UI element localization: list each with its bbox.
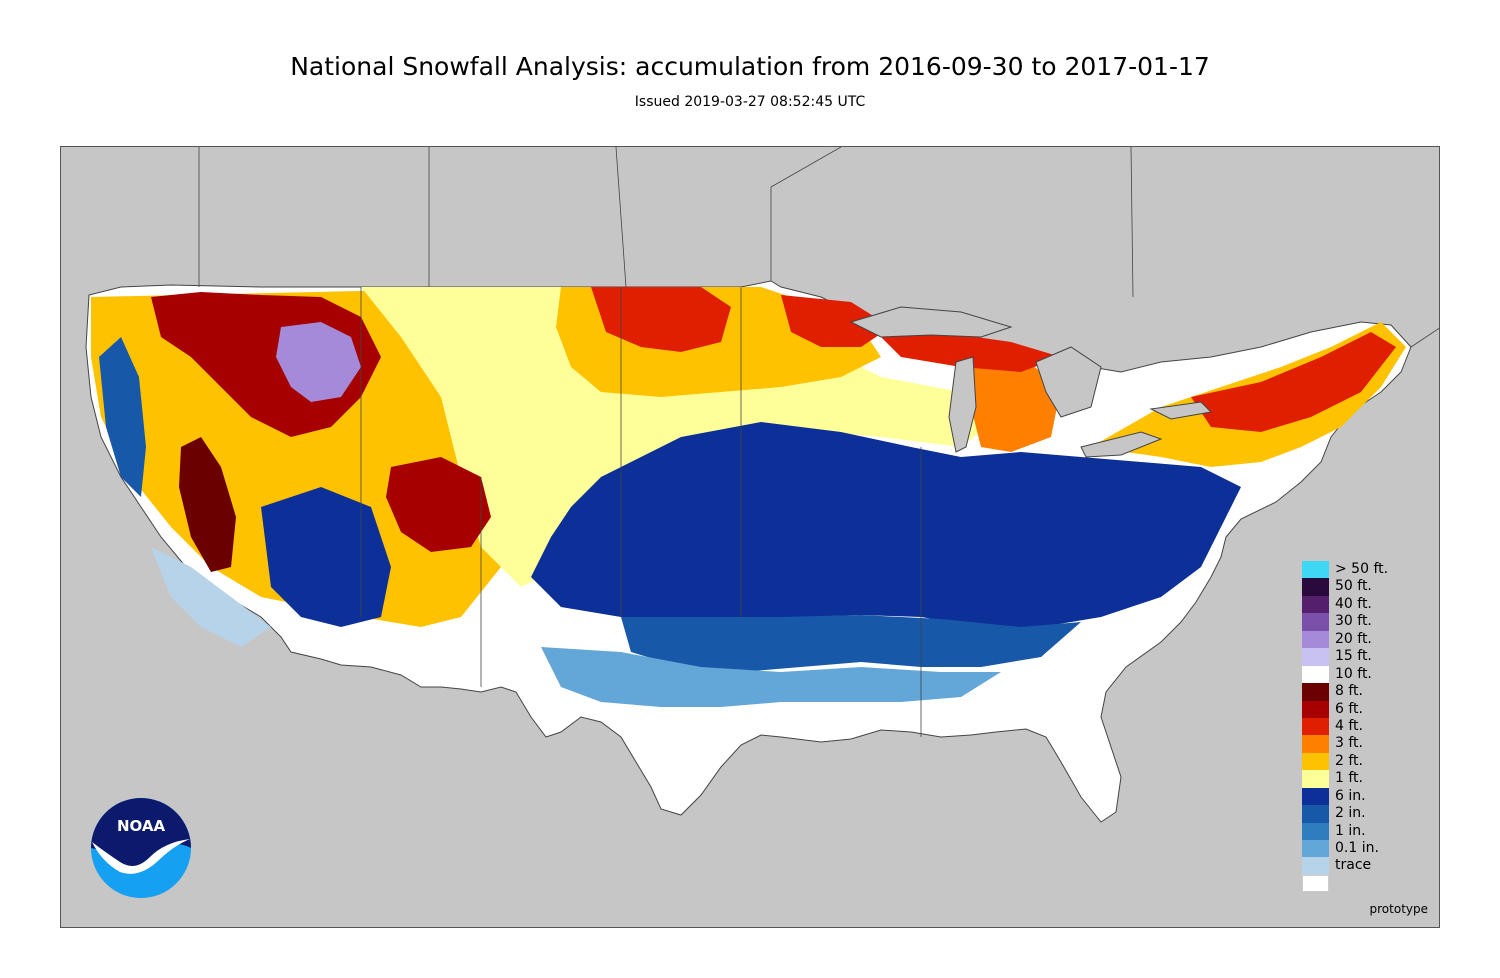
legend-label: 6 in. <box>1335 787 1366 804</box>
snow-zone-colorado-6ft <box>386 457 491 552</box>
legend-swatch <box>1302 613 1329 631</box>
legend-swatch <box>1302 665 1329 684</box>
boundary-lines <box>198 147 1439 737</box>
legend-label: 1 in. <box>1335 822 1366 839</box>
legend-label: 50 ft. <box>1335 578 1372 595</box>
legend-label: > 50 ft. <box>1335 561 1389 577</box>
legend-label: 0.1 in. <box>1335 840 1379 856</box>
lake-erie <box>1080 431 1163 458</box>
snow-zone-minnesota-4ft <box>781 295 891 347</box>
noaa-logo: NOAA <box>90 797 192 903</box>
snow-zone-central-6in <box>531 422 1241 627</box>
snow-zone-north-dakota-3ft <box>591 287 731 352</box>
legend-swatch <box>1302 561 1329 579</box>
legend-swatch <box>1302 840 1329 858</box>
map-canvas <box>85 147 1439 823</box>
snowfall-map <box>60 146 1440 928</box>
snow-zone-cascades-6in <box>99 337 146 497</box>
legend-swatch <box>1302 822 1329 840</box>
snow-zone-central-2in <box>621 615 1081 672</box>
legend-swatch <box>1302 857 1329 875</box>
legend-swatch <box>1302 578 1329 596</box>
legend-label: 30 ft. <box>1335 613 1372 630</box>
legend-swatch <box>1302 648 1329 666</box>
legend-label: 6 ft. <box>1335 700 1363 717</box>
lake-michigan <box>948 356 977 453</box>
legend-label: 8 ft. <box>1335 683 1363 700</box>
legend-label: trace <box>1335 857 1372 874</box>
legend-label: 15 ft. <box>1335 648 1372 665</box>
legend-label: 2 ft. <box>1335 752 1363 769</box>
noaa-logo-text: NOAA <box>117 817 166 835</box>
snow-zone-michigan-3ft <box>961 357 1061 452</box>
legend-swatch <box>1302 752 1329 771</box>
lake-ontario <box>1149 401 1213 420</box>
prototype-label: prototype <box>1369 902 1428 916</box>
legend-label: 20 ft. <box>1335 630 1372 647</box>
legend-swatch <box>1302 630 1329 649</box>
snow-zone-california-trace <box>151 547 271 647</box>
legend-swatch <box>1302 595 1329 614</box>
legend-swatch <box>1302 874 1329 893</box>
legend-label: 2 in. <box>1335 805 1366 822</box>
legend-label: 10 ft. <box>1335 665 1372 682</box>
legend-label: 1 ft. <box>1335 770 1363 787</box>
snow-zone-upper-peninsula-4ft <box>881 332 1061 372</box>
legend-label: 4 ft. <box>1335 717 1363 734</box>
lake-huron <box>1035 346 1102 418</box>
snow-zone-great-basin-6in <box>261 487 391 627</box>
lake-superior <box>849 306 1013 338</box>
legend-swatch <box>1302 717 1329 736</box>
snow-zone-central-1in <box>541 647 1001 707</box>
issued-timestamp: Issued 2019-03-27 08:52:45 UTC <box>634 94 866 110</box>
map-title: National Snowfall Analysis: accumulation… <box>290 52 1210 81</box>
legend-label: 3 ft. <box>1335 735 1363 752</box>
legend-swatch <box>1302 700 1329 718</box>
legend-swatch <box>1302 787 1329 806</box>
legend-swatch <box>1302 735 1329 753</box>
snow-zone-northeast-4ft <box>1191 332 1396 432</box>
legend-swatch <box>1302 683 1329 701</box>
snow-zone-sierra-8ft <box>179 437 236 572</box>
legend-swatch <box>1302 805 1329 823</box>
snow-zone-rockies-20ft <box>276 322 361 402</box>
legend-swatch <box>1302 770 1329 788</box>
legend-label: 40 ft. <box>1335 595 1372 612</box>
